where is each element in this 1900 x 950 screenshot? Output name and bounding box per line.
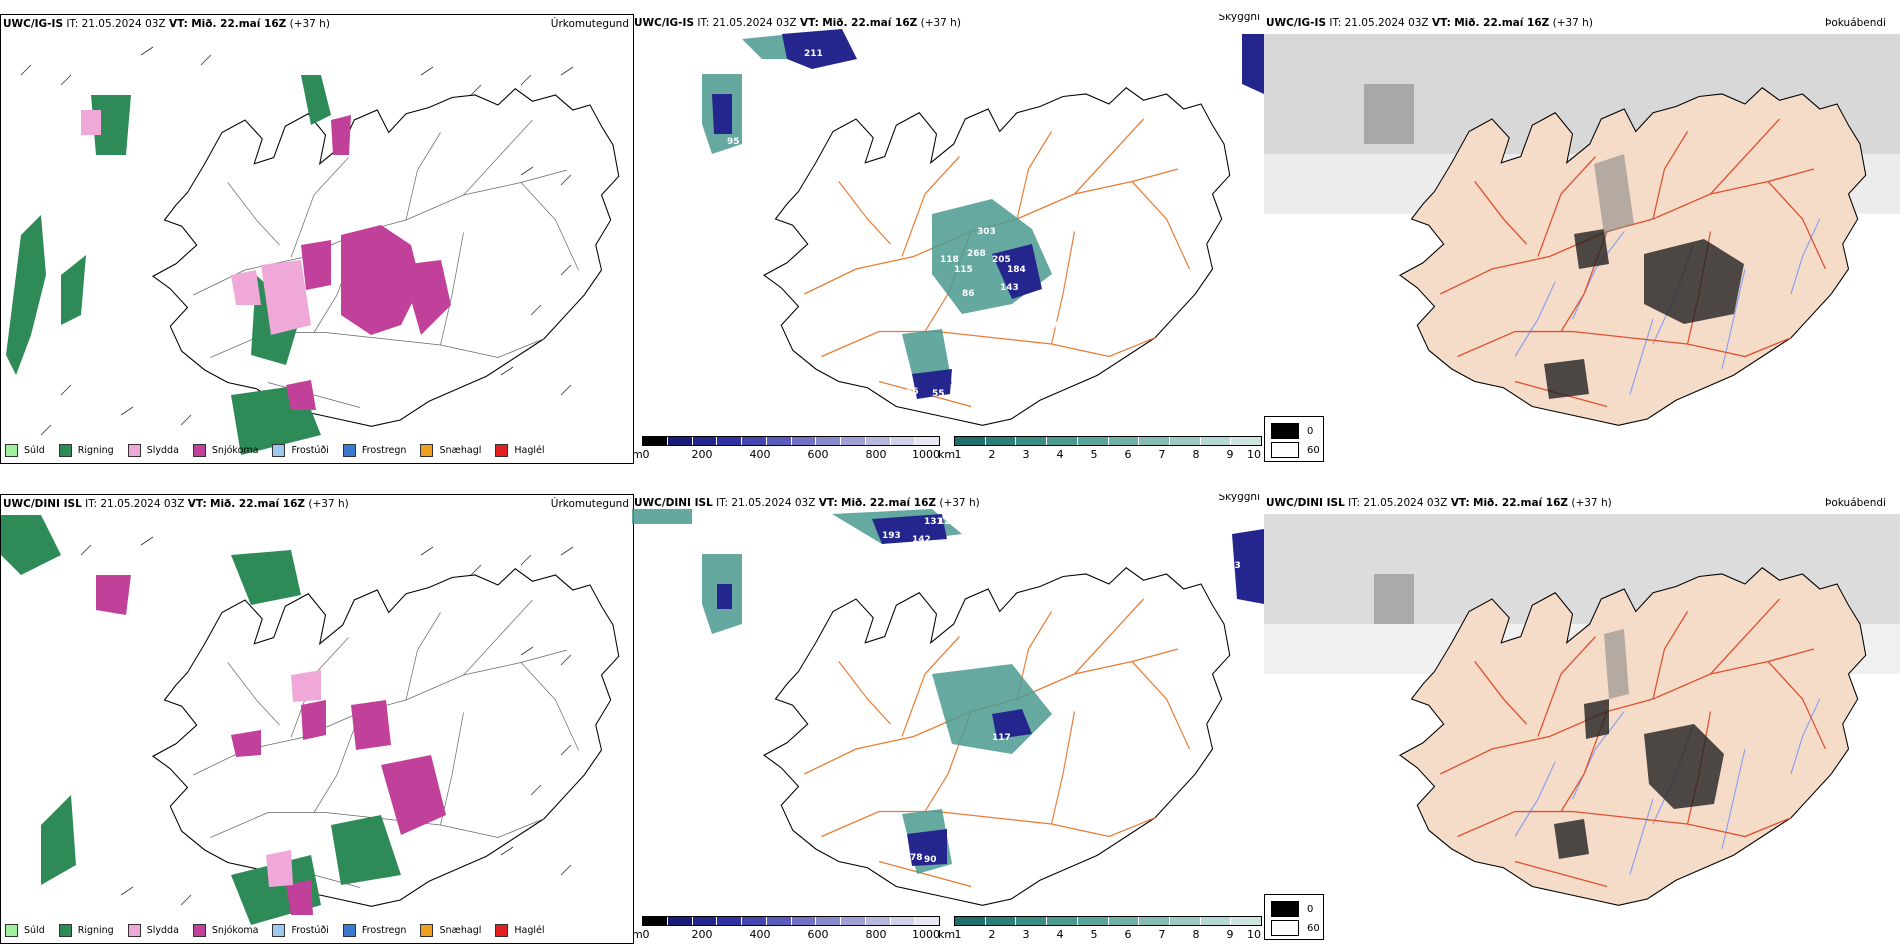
ceiling-label: 83 bbox=[887, 49, 900, 59]
ceiling-label: 94 bbox=[954, 521, 967, 531]
legend-item-frostregn: Frostregn bbox=[342, 443, 406, 457]
ceiling-unit: m bbox=[632, 928, 643, 941]
ceiling-label: 211 bbox=[804, 49, 823, 59]
ceiling-label: 142 bbox=[912, 535, 931, 545]
legend-swatch bbox=[342, 443, 356, 457]
fog-legend: 0 60 bbox=[1264, 894, 1324, 940]
ceiling-label: 86 bbox=[962, 289, 975, 299]
ceiling-colorbar bbox=[642, 916, 940, 926]
visibility-unit: km bbox=[938, 448, 956, 461]
panel-title: Úrkomutegund bbox=[550, 498, 629, 510]
panel-header: UWC/DINI ISL IT: 21.05.2024 03Z VT: Mið.… bbox=[3, 498, 629, 510]
precip-map bbox=[1, 515, 620, 925]
ceiling-label: 268 bbox=[967, 249, 986, 259]
ceiling-label: 117 bbox=[992, 733, 1011, 743]
cloud-visibility-map: 193 142 131 124 94 113 88 117 94 78 90 bbox=[632, 509, 1264, 906]
ceiling-label: 103 bbox=[1027, 297, 1046, 307]
ceiling-colorbar bbox=[642, 436, 940, 446]
cloud-visibility-panel-1: UWC/IG-IS IT: 21.05.2024 03Z VT: Mið. 22… bbox=[632, 14, 1264, 462]
legend-swatch bbox=[127, 443, 141, 457]
legend-swatch bbox=[420, 923, 434, 937]
ceiling-label: 95 bbox=[727, 137, 740, 147]
legend-item-frostudi: Frostúði bbox=[272, 443, 329, 457]
ceiling-unit: m bbox=[632, 448, 643, 461]
precip-legend: Súld Rigning Slydda Snjókoma Frostúði Fr… bbox=[5, 923, 559, 937]
legend-item-snjokoma: Snjókoma bbox=[192, 923, 258, 937]
panel-title: Þokuábendi bbox=[1825, 497, 1886, 509]
legend-item-frostregn: Frostregn bbox=[342, 923, 406, 937]
visibility-unit: km bbox=[938, 928, 956, 941]
precip-type-panel-2: UWC/DINI ISL IT: 21.05.2024 03Z VT: Mið.… bbox=[0, 494, 634, 944]
legend-item-slydda: Slydda bbox=[127, 443, 179, 457]
ceiling-label: 96 bbox=[714, 157, 727, 167]
ceiling-label: 124 bbox=[938, 517, 957, 527]
ceiling-label: 303 bbox=[977, 227, 996, 237]
legend-item-haglel: Haglél bbox=[495, 923, 545, 937]
fog-legend: 0 60 bbox=[1264, 416, 1324, 462]
legend-swatch bbox=[420, 443, 434, 457]
ceiling-label: 115 bbox=[954, 265, 973, 275]
legend-item-rigning: Rigning bbox=[58, 923, 114, 937]
precip-legend: Súld Rigning Slydda Snjókoma Frostúði Fr… bbox=[5, 443, 559, 457]
ceiling-label: 118 bbox=[940, 255, 959, 265]
panel-header: UWC/DINI ISL IT: 21.05.2024 03Z VT: Mið.… bbox=[634, 494, 1261, 510]
panel-title: Skyggni bbox=[1218, 494, 1261, 503]
fog-index-panel-1: UWC/IG-IS IT: 21.05.2024 03Z VT: Mið. 22… bbox=[1264, 14, 1900, 462]
legend-item-sudl: Súld bbox=[5, 443, 45, 457]
legend-swatch bbox=[58, 923, 72, 937]
panel-title: Úrkomutegund bbox=[550, 18, 629, 30]
precip-type-panel-1: UWC/IG-IS IT: 21.05.2024 03Z VT: Mið. 22… bbox=[0, 14, 634, 464]
cloud-visibility-panel-2: UWC/DINI ISL IT: 21.05.2024 03Z VT: Mið.… bbox=[632, 494, 1264, 942]
ceiling-label: 205 bbox=[992, 255, 1011, 265]
legend-item-snjokoma: Snjókoma bbox=[192, 443, 258, 457]
ceiling-label: 88 bbox=[932, 731, 945, 741]
legend-item-haglel: Haglél bbox=[495, 443, 545, 457]
panel-title: Skyggni bbox=[1218, 14, 1261, 23]
legend-swatch bbox=[495, 923, 509, 937]
legend-swatch bbox=[127, 923, 141, 937]
ceiling-label: 54 bbox=[1046, 321, 1059, 331]
precip-map bbox=[6, 46, 620, 455]
ceiling-label: 66 bbox=[906, 387, 919, 397]
ceiling-label: 66 bbox=[1030, 317, 1043, 327]
legend-item-sudl: Súld bbox=[5, 923, 45, 937]
fog-map bbox=[1264, 514, 1900, 906]
legend-swatch bbox=[5, 443, 18, 457]
cloud-visibility-map: 211 144 83 95 96 303 268 205 118 115 184… bbox=[702, 29, 1264, 426]
legend-item-slydda: Slydda bbox=[127, 923, 179, 937]
legend-swatch bbox=[342, 923, 356, 937]
ceiling-label: 184 bbox=[1007, 265, 1026, 275]
legend-item-frostudi: Frostúði bbox=[272, 923, 329, 937]
legend-swatch bbox=[192, 443, 206, 457]
legend-swatch bbox=[272, 923, 286, 937]
legend-swatch bbox=[192, 923, 206, 937]
visibility-colorbar bbox=[954, 436, 1262, 446]
ceiling-label: 113 bbox=[1222, 561, 1241, 571]
panel-header: UWC/IG-IS IT: 21.05.2024 03Z VT: Mið. 22… bbox=[634, 14, 1261, 30]
fog-map bbox=[1264, 34, 1900, 426]
legend-swatch bbox=[5, 923, 18, 937]
legend-item-snaehagl: Snæhagl bbox=[420, 923, 481, 937]
fog-index-panel-2: UWC/DINI ISL IT: 21.05.2024 03Z VT: Mið.… bbox=[1264, 494, 1900, 942]
ceiling-label: 193 bbox=[882, 531, 901, 541]
panel-header: UWC/IG-IS IT: 21.05.2024 03Z VT: Mið. 22… bbox=[3, 18, 629, 30]
legend-swatch bbox=[58, 443, 72, 457]
legend-swatch bbox=[272, 443, 286, 457]
ceiling-label: 94 bbox=[1030, 783, 1043, 793]
legend-item-rigning: Rigning bbox=[58, 443, 114, 457]
panel-header: UWC/IG-IS IT: 21.05.2024 03Z VT: Mið. 22… bbox=[1266, 17, 1886, 29]
ceiling-label: 143 bbox=[1000, 283, 1019, 293]
legend-item-snaehagl: Snæhagl bbox=[420, 443, 481, 457]
ceiling-label: 144 bbox=[834, 63, 853, 73]
ceiling-label: 78 bbox=[910, 853, 923, 863]
visibility-colorbar bbox=[954, 916, 1262, 926]
ceiling-label: 131 bbox=[924, 517, 943, 527]
panel-header: UWC/DINI ISL IT: 21.05.2024 03Z VT: Mið.… bbox=[1266, 497, 1886, 509]
legend-swatch bbox=[495, 443, 509, 457]
panel-title: Þokuábendi bbox=[1825, 17, 1886, 29]
ceiling-label: 90 bbox=[924, 855, 937, 865]
ceiling-label: 55 bbox=[932, 389, 945, 399]
